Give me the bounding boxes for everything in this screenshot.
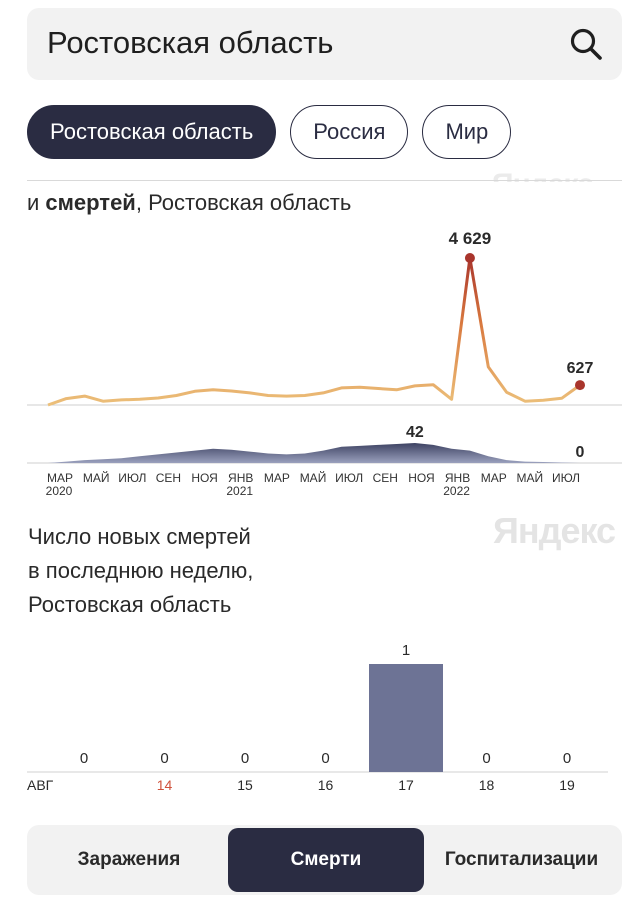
region-tabs: Ростовская область Россия Мир [27,105,512,159]
deaths-title-line-2: в последнюю неделю, [28,558,254,583]
cases-peak-label: 4 629 [449,229,492,248]
x-tick-label: ИЮЛ [552,471,580,485]
search-icon[interactable] [568,26,604,62]
region-tab-world[interactable]: Мир [422,105,512,159]
deaths-peak-label: 42 [406,424,424,441]
weekly-deaths-bar-chart: 0 0 14 0 15 0 16 1 17 0 18 0 19 АВГ [27,642,608,793]
x-tick-label: ИЮЛ [118,471,146,485]
cases-last-label: 627 [567,360,594,377]
cases-peak-point[interactable] [464,253,475,263]
x-tick-label: МАЙ [83,470,110,485]
region-tab-rostov[interactable]: Ростовская область [27,105,277,159]
search-bar[interactable]: Ростовская область [27,8,622,80]
yandex-watermark: Яндекс [493,510,616,551]
region-tab-russia[interactable]: Россия [290,105,409,159]
bar-category-label: 15 [237,777,253,793]
tab-deaths[interactable]: Смерти [228,828,424,892]
x-tick-year: 2021 [226,484,253,498]
bar-category-label: 19 [559,777,575,793]
bar-category-label: 16 [318,777,334,793]
deaths-title-line-3: Ростовская область [28,592,232,617]
bar-month-label: АВГ [27,777,54,793]
bar-value-label: 0 [321,750,329,767]
title-suffix: , Ростовская область [135,190,352,215]
x-tick-label: ИЮЛ [335,471,363,485]
yandex-watermark-top: Яндекс [492,168,593,182]
x-tick-label: ЯНВ [228,471,253,485]
tab-hospitalizations[interactable]: Госпитализации [444,849,599,870]
cases-last-point[interactable] [575,380,585,391]
bar-category-label: 18 [479,777,495,793]
bar-value-label: 0 [563,750,571,767]
bar-value-label: 1 [402,642,410,659]
search-input[interactable]: Ростовская область [47,25,334,60]
x-tick-label: НОЯ [191,471,217,485]
bar-category-label: 17 [398,777,414,793]
bar[interactable] [369,664,443,772]
deaths-last-label: 0 [576,444,585,461]
main-chart-title: и смертей, Ростовская область [27,190,351,216]
title-bold: смертей [45,190,136,215]
tab-infections[interactable]: Заражения [77,849,181,870]
bar-value-label: 0 [160,750,168,767]
deaths-series-area [48,443,580,463]
title-prefix: и [27,190,46,215]
x-tick-label: МАР [481,471,507,485]
bar-value-label: 0 [241,750,249,767]
bar-category-label: 14 [157,777,173,793]
x-tick-label: НОЯ [408,471,434,485]
x-tick-label: МАР [264,471,290,485]
x-tick-year: 2022 [443,484,470,498]
x-tick-label: МАР [47,471,73,485]
deaths-chart-title: Число новых смертей в последнюю неделю, … [28,520,328,622]
x-tick-label: ЯНВ [445,471,470,485]
bar-value-label: 0 [482,750,490,767]
x-tick-year: 2020 [46,484,73,498]
divider [27,180,622,181]
metric-tabs: Заражения Смерти Госпитализации [27,825,622,895]
bar-value-label: 0 [80,750,88,767]
x-tick-label: СЕН [373,471,398,485]
deaths-title-line-1: Число новых смертей [28,524,251,549]
x-tick-label: МАЙ [517,470,544,485]
cases-series-line [47,256,581,407]
x-tick-label: МАЙ [300,470,327,485]
x-tick-label: СЕН [156,471,181,485]
